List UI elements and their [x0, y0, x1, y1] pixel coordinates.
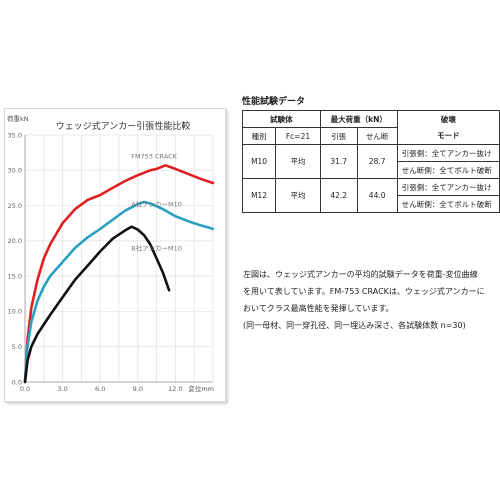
table-row: M12 平均 42.2 44.0 引張側：全てアンカー抜け: [241, 178, 500, 213]
cell-avg: 平均: [275, 144, 321, 179]
description-text: 左図は、ウェッジ式アンカーの平均的試験データを荷重-変位曲線 を用いて表していま…: [243, 266, 495, 334]
y-axis-label: 荷重kN: [7, 114, 29, 123]
chart-panel: 0.0 5.0 10.0 15.0 20.0 25.0 30.0 35.0 0.0 3.0 6.0 9…: [4, 108, 226, 402]
y-tick-label: 20.0: [8, 237, 22, 245]
cell-size: M12: [241, 178, 277, 213]
cell-mode-tension: 引張側：全てアンカー抜け: [396, 144, 500, 162]
x-tick-label: 0.0: [20, 385, 30, 393]
y-tick-label: 10.0: [8, 308, 22, 316]
cell-tension: 42.2: [319, 178, 358, 213]
description-line: おいてクラス最高性能を発揮しています。: [243, 304, 394, 313]
series-line: [23, 164, 215, 384]
y-tick-label: 35.0: [8, 131, 22, 139]
description-line: (同一母材、同一穿孔径、同一埋込み深さ、各試験体数 n=30): [243, 321, 466, 330]
cell-mode-tension: 引張側：全てアンカー抜け: [396, 178, 500, 196]
header-specimen: 試験体: [242, 110, 321, 128]
x-axis-label: 変位mm: [188, 384, 214, 393]
header-shear: せん断: [356, 127, 398, 145]
series-label: A社アンカーM10: [131, 199, 182, 208]
y-tick-label: 30.0: [8, 167, 22, 175]
y-tick-label: 15.0: [8, 272, 22, 280]
x-tick-label: 3.0: [57, 385, 67, 393]
header-failure: 破壊: [396, 110, 500, 128]
header-max-load: 最大荷重（kN）: [319, 110, 398, 128]
cell-avg: 平均: [275, 178, 321, 213]
cell-size: M10: [241, 144, 277, 179]
cell-mode-shear: せん断側：全てボルト破断: [396, 195, 500, 213]
header-tension: 引張: [319, 127, 358, 145]
series-label: FM753 CRACK: [131, 152, 177, 160]
cell-mode-shear: せん断側：全てボルト破断: [396, 161, 500, 179]
cell-shear: 44.0: [356, 178, 398, 213]
table-title: 性能試験データ: [242, 97, 306, 107]
x-tick-label: 12.0: [168, 385, 182, 393]
y-tick-label: 25.0: [8, 202, 22, 210]
x-tick-label: 6.0: [95, 385, 105, 393]
header-type: 種別: [241, 127, 277, 145]
table-row: M10 平均 31.7 28.7 引張側：全てアンカー抜け: [241, 144, 500, 179]
cell-tension: 31.7: [319, 144, 358, 179]
header-mode: モード: [396, 127, 500, 145]
x-tick-label: 9.0: [133, 385, 143, 393]
description-line: 左図は、ウェッジ式アンカーの平均的試験データを荷重-変位曲線: [243, 270, 478, 279]
header-fc: Fc=21: [275, 127, 321, 145]
series-label: B社アンカーM10: [131, 244, 182, 253]
load-displacement-chart: 0.0 5.0 10.0 15.0 20.0 25.0 30.0 35.0 0.0 3.0 6.0 9…: [7, 114, 215, 393]
description-line: を用いて表しています。FM-753 CRACKは、ウェッジ式アンカーに: [243, 287, 485, 296]
y-tick-label: 5.0: [12, 343, 22, 351]
chart-title: ウェッジ式アンカー引張性能比較: [56, 120, 191, 132]
series-line: [23, 200, 215, 384]
y-tick-label: 0.0: [12, 378, 22, 386]
series-line: [23, 225, 171, 384]
performance-table: 試験体 最大荷重（kN） 破壊 種別 Fc=21 引張 せん断 モード M10 …: [241, 110, 500, 213]
table-row: せん断側：全てボルト破断: [243, 195, 500, 213]
cell-shear: 28.7: [356, 144, 398, 179]
